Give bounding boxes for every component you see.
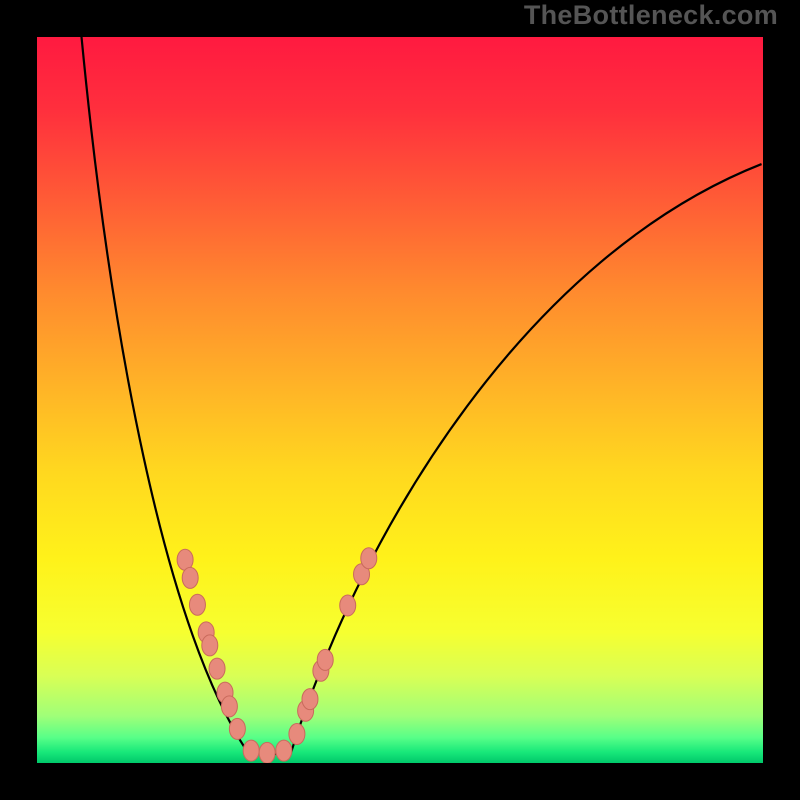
marker-left-2 [189,594,205,615]
plot-background [37,37,763,763]
marker-left-8 [229,718,245,739]
marker-right-7 [361,548,377,569]
marker-right-0 [289,723,305,744]
stage: TheBottleneck.com [0,0,800,800]
marker-left-1 [182,567,198,588]
chart-svg [0,0,800,800]
marker-bottom-2 [276,740,292,761]
marker-right-5 [340,595,356,616]
marker-right-4 [317,649,333,670]
marker-left-5 [209,658,225,679]
marker-bottom-1 [259,742,275,763]
marker-bottom-0 [243,740,259,761]
marker-left-4 [202,635,218,656]
marker-left-7 [221,696,237,717]
marker-right-2 [302,689,318,710]
